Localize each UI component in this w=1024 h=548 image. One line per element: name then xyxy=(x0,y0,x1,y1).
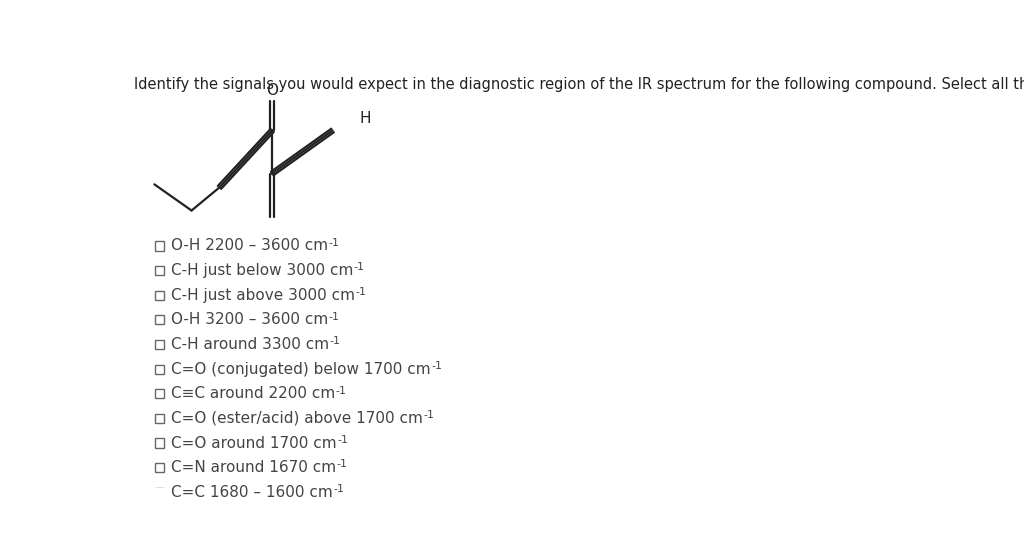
Text: C=O (conjugated) below 1700 cm: C=O (conjugated) below 1700 cm xyxy=(171,362,430,376)
Text: -1: -1 xyxy=(329,238,340,248)
Text: -1: -1 xyxy=(336,386,347,396)
Text: -1: -1 xyxy=(353,262,365,272)
Bar xyxy=(155,438,165,448)
Bar xyxy=(155,364,165,374)
Text: O-H 3200 – 3600 cm: O-H 3200 – 3600 cm xyxy=(171,312,328,327)
Bar xyxy=(155,290,165,300)
Bar xyxy=(155,414,165,423)
Text: Identify the signals you would expect in the diagnostic region of the IR spectru: Identify the signals you would expect in… xyxy=(134,77,1024,92)
Text: C=N around 1670 cm: C=N around 1670 cm xyxy=(171,460,336,475)
Text: C-H just above 3000 cm: C-H just above 3000 cm xyxy=(171,288,354,302)
Text: C=C 1680 – 1600 cm: C=C 1680 – 1600 cm xyxy=(171,485,333,500)
Bar xyxy=(155,488,165,497)
Text: -1: -1 xyxy=(329,312,340,322)
Bar xyxy=(155,340,165,349)
Text: O-H 2200 – 3600 cm: O-H 2200 – 3600 cm xyxy=(171,238,328,253)
Text: C=O (ester/acid) above 1700 cm: C=O (ester/acid) above 1700 cm xyxy=(171,411,423,426)
Bar xyxy=(155,463,165,472)
Bar xyxy=(155,315,165,324)
Bar xyxy=(155,266,165,275)
Text: -1: -1 xyxy=(355,287,367,297)
Text: C-H around 3300 cm: C-H around 3300 cm xyxy=(171,337,329,352)
Text: -1: -1 xyxy=(337,435,348,445)
Text: -1: -1 xyxy=(337,459,347,470)
Text: C-H just below 3000 cm: C-H just below 3000 cm xyxy=(171,263,353,278)
Bar xyxy=(155,241,165,250)
Text: O: O xyxy=(266,83,279,98)
Text: -1: -1 xyxy=(330,336,341,346)
Text: -1: -1 xyxy=(423,410,434,420)
Text: H: H xyxy=(359,111,372,125)
Bar xyxy=(155,389,165,398)
Text: -1: -1 xyxy=(431,361,442,371)
Text: C=O around 1700 cm: C=O around 1700 cm xyxy=(171,436,336,450)
Text: -1: -1 xyxy=(333,484,344,494)
Text: C≡C around 2200 cm: C≡C around 2200 cm xyxy=(171,386,335,401)
